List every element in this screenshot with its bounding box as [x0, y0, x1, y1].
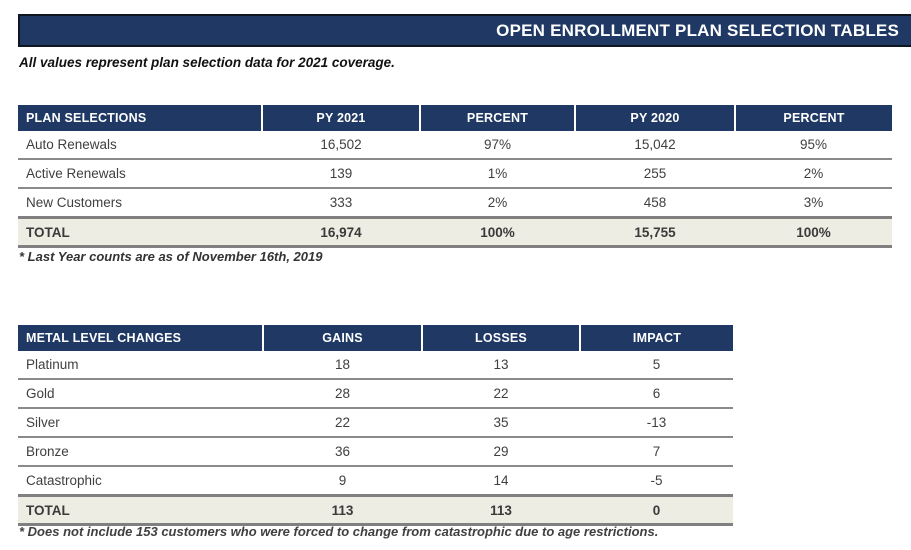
column-header-percent-2020: PERCENT — [734, 105, 892, 131]
total-label: TOTAL — [18, 216, 262, 248]
table-row-gold: Gold 28 22 6 — [18, 379, 733, 409]
cell-value: 18 — [263, 351, 422, 380]
cell-value: 22 — [422, 379, 580, 409]
table-row-total: TOTAL 16,974 100% 15,755 100% — [18, 216, 892, 248]
total-value: 15,755 — [575, 216, 735, 248]
row-label: Silver — [18, 408, 263, 438]
table-row-total: TOTAL 113 113 0 — [18, 494, 733, 526]
cell-value: 7 — [580, 437, 733, 467]
table-row-silver: Silver 22 35 -13 — [18, 408, 733, 438]
cell-value: 95% — [735, 131, 892, 160]
cell-value: 29 — [422, 437, 580, 467]
plan-selections-table: PLAN SELECTIONS PY 2021 PERCENT PY 2020 … — [18, 105, 892, 248]
cell-value: -13 — [580, 408, 733, 438]
cell-value: 28 — [263, 379, 422, 409]
column-header-percent-2021: PERCENT — [419, 105, 575, 131]
cell-value: 36 — [263, 437, 422, 467]
table-row-bronze: Bronze 36 29 7 — [18, 437, 733, 467]
table-row-new-customers: New Customers 333 2% 458 3% — [18, 188, 892, 219]
total-value: 16,974 — [262, 216, 420, 248]
cell-value: 6 — [580, 379, 733, 409]
cell-value: 3% — [735, 188, 892, 219]
column-header-impact: IMPACT — [579, 325, 733, 351]
cell-value: 458 — [575, 188, 735, 219]
total-label: TOTAL — [18, 494, 263, 526]
row-label: Active Renewals — [18, 159, 262, 189]
table-row-active-renewals: Active Renewals 139 1% 255 2% — [18, 159, 892, 189]
column-header-losses: LOSSES — [421, 325, 580, 351]
row-label: Catastrophic — [18, 466, 263, 497]
table-row-platinum: Platinum 18 13 5 — [18, 351, 733, 380]
cell-value: 15,042 — [575, 131, 735, 160]
cell-value: 16,502 — [262, 131, 420, 160]
total-value: 100% — [420, 216, 575, 248]
total-value: 0 — [580, 494, 733, 526]
cell-value: 9 — [263, 466, 422, 497]
table-row-auto-renewals: Auto Renewals 16,502 97% 15,042 95% — [18, 131, 892, 160]
cell-value: 2% — [420, 188, 575, 219]
cell-value: 139 — [262, 159, 420, 189]
column-header-gains: GAINS — [262, 325, 422, 351]
cell-value: -5 — [580, 466, 733, 497]
cell-value: 333 — [262, 188, 420, 219]
row-label: Platinum — [18, 351, 263, 380]
cell-value: 14 — [422, 466, 580, 497]
row-label: Gold — [18, 379, 263, 409]
row-label: Bronze — [18, 437, 263, 467]
metal-table-header-row: METAL LEVEL CHANGES GAINS LOSSES IMPACT — [18, 325, 733, 351]
cell-value: 97% — [420, 131, 575, 160]
cell-value: 35 — [422, 408, 580, 438]
column-header-plan-selections: PLAN SELECTIONS — [18, 105, 262, 131]
report-title-banner: OPEN ENROLLMENT PLAN SELECTION TABLES — [18, 14, 911, 47]
page-title: OPEN ENROLLMENT PLAN SELECTION TABLES — [496, 20, 899, 40]
column-header-py2021: PY 2021 — [261, 105, 420, 131]
total-value: 113 — [263, 494, 422, 526]
row-label: Auto Renewals — [18, 131, 262, 160]
column-header-py2020: PY 2020 — [574, 105, 735, 131]
cell-value: 255 — [575, 159, 735, 189]
metal-level-changes-table: METAL LEVEL CHANGES GAINS LOSSES IMPACT … — [18, 325, 733, 526]
plan-table-footnote: * Last Year counts are as of November 16… — [19, 249, 323, 264]
total-value: 113 — [422, 494, 580, 526]
column-header-metal-level-changes: METAL LEVEL CHANGES — [18, 325, 263, 351]
cell-value: 22 — [263, 408, 422, 438]
cell-value: 2% — [735, 159, 892, 189]
metal-table-footnote: * Does not include 153 customers who wer… — [19, 524, 659, 539]
cell-value: 5 — [580, 351, 733, 380]
cell-value: 1% — [420, 159, 575, 189]
cell-value: 13 — [422, 351, 580, 380]
row-label: New Customers — [18, 188, 262, 219]
table-row-catastrophic: Catastrophic 9 14 -5 — [18, 466, 733, 497]
plan-table-header-row: PLAN SELECTIONS PY 2021 PERCENT PY 2020 … — [18, 105, 892, 131]
total-value: 100% — [735, 216, 892, 248]
report-subtitle: All values represent plan selection data… — [19, 55, 395, 70]
